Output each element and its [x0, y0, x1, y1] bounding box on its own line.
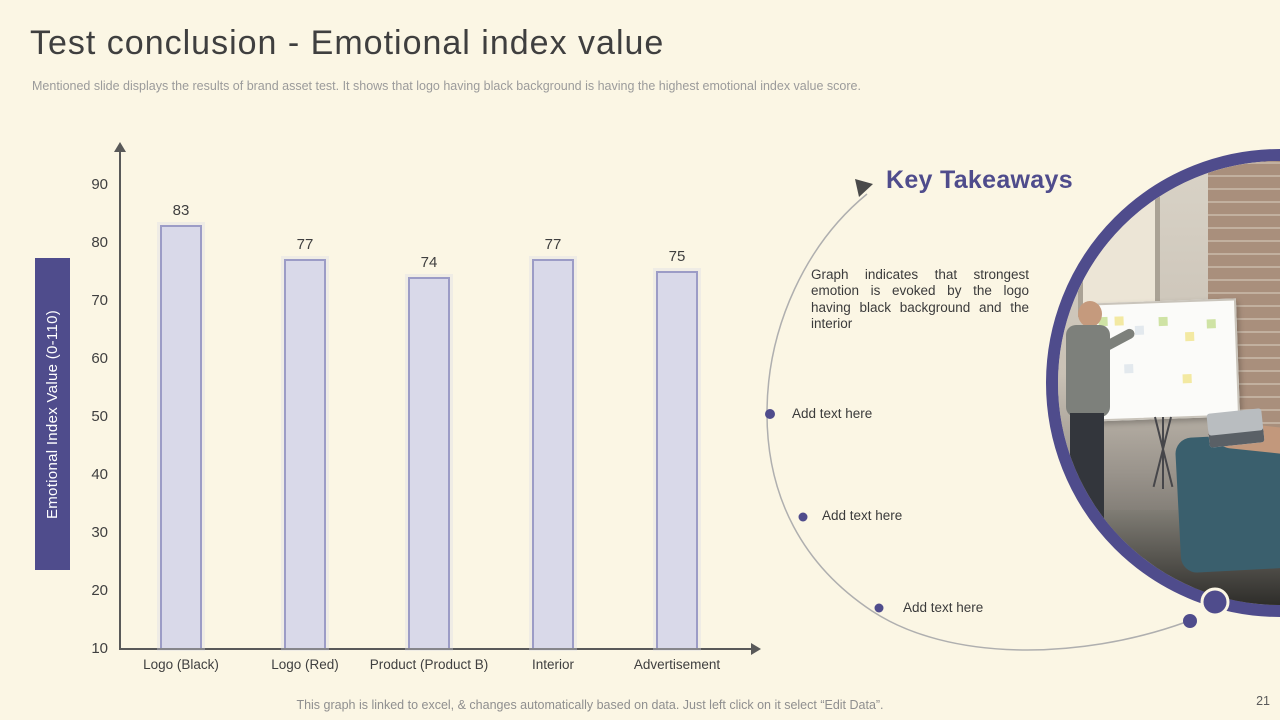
page-title: Test conclusion - Emotional index value — [30, 24, 665, 62]
x-category-label: Advertisement — [633, 657, 721, 672]
sticky-note — [1182, 374, 1192, 384]
y-axis-title-box: Emotional Index Value (0-110) — [35, 258, 70, 570]
person-torso — [1066, 325, 1110, 417]
takeaway-item-1: Graph indicates that strongest emotion i… — [811, 267, 1029, 332]
takeaway-placeholder-1[interactable]: Add text here — [792, 406, 873, 421]
x-category-label: Logo (Black) — [143, 657, 219, 672]
sticky-note — [1158, 316, 1168, 327]
x-category-label: Product (Product B) — [369, 657, 489, 672]
bar-interior[interactable] — [532, 259, 574, 648]
sticky-note — [1206, 319, 1216, 329]
y-axis-arrow-icon — [114, 142, 126, 152]
x-category-label: Interior — [531, 657, 575, 672]
bar-value-label: 83 — [172, 201, 190, 219]
person-legs — [1070, 413, 1104, 533]
y-tick-label: 60 — [91, 350, 108, 367]
y-tick-label: 90 — [91, 176, 108, 193]
photo-window — [1078, 189, 1160, 317]
x-axis-arrow-icon — [751, 643, 761, 655]
y-tick-label: 70 — [91, 292, 108, 309]
person-head — [1078, 301, 1102, 327]
bar-value-label: 77 — [296, 236, 314, 254]
office-photo — [1046, 149, 1280, 617]
y-tick-label: 80 — [91, 234, 108, 251]
x-category-label: Logo (Red) — [271, 657, 339, 672]
photo-person-standing — [1058, 301, 1142, 561]
bar-logo-black[interactable] — [160, 224, 202, 648]
bar-value-label: 77 — [544, 236, 562, 254]
takeaway-placeholder-2[interactable]: Add text here — [822, 508, 903, 523]
bar-product-product-b[interactable] — [408, 276, 450, 648]
y-tick-label: 30 — [91, 524, 108, 541]
y-tick-label: 20 — [91, 582, 108, 599]
bar-value-label: 75 — [668, 248, 686, 265]
page-number: 21 — [1256, 694, 1270, 708]
key-takeaways-heading: Key Takeaways — [886, 166, 1073, 194]
bar-value-label: 74 — [420, 253, 438, 271]
x-axis-line — [119, 648, 751, 650]
bar-advertisement[interactable] — [656, 271, 698, 648]
y-tick-label: 40 — [91, 466, 108, 483]
y-tick-label: 50 — [91, 408, 108, 425]
photo-laptop — [1206, 408, 1265, 448]
bar-logo-red[interactable] — [284, 259, 326, 648]
y-tick-label: 10 — [91, 640, 108, 657]
footer-note: This graph is linked to excel, & changes… — [296, 698, 884, 712]
sticky-note — [1185, 331, 1195, 342]
takeaway-placeholder-3[interactable]: Add text here — [903, 600, 984, 615]
y-axis-line — [119, 152, 121, 650]
slide-subtitle: Mentioned slide displays the results of … — [32, 79, 861, 93]
